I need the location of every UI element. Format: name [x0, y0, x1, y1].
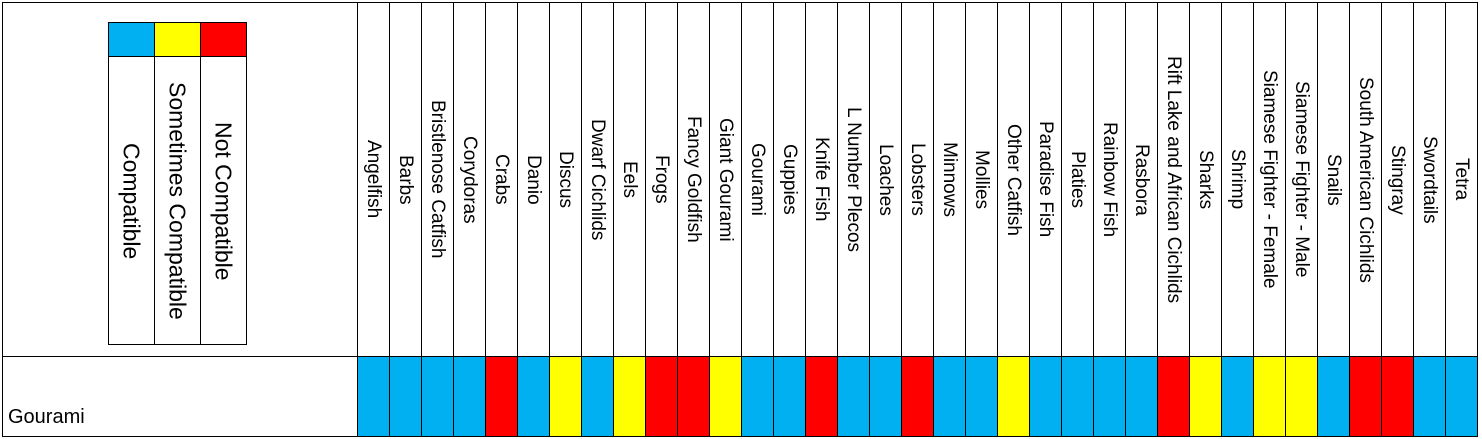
compatibility-cell [773, 356, 806, 437]
legend-swatch [154, 22, 201, 57]
column-header: L Number Plecos [843, 106, 864, 253]
column-header: Corydoras [459, 135, 480, 224]
compatibility-cell [741, 356, 774, 437]
compatibility-cell [1061, 356, 1094, 437]
column-header: Dwarf Cichlids [587, 118, 608, 241]
compatibility-cell [1221, 356, 1254, 437]
column-header: Bristlenose Catfish [427, 100, 448, 259]
column-header: Paradise Fish [1035, 121, 1056, 238]
column-header: Rasbora [1131, 143, 1152, 216]
compatibility-cell [1157, 356, 1190, 437]
column-header: Barbs [395, 154, 416, 205]
column-header: Swordtails [1419, 135, 1440, 224]
column-header: Guppies [779, 144, 800, 215]
column-header: Platies [1067, 150, 1088, 209]
compatibility-cell [1413, 356, 1446, 437]
compatibility-cell [869, 356, 902, 437]
compatibility-cell [549, 356, 582, 437]
column-header: Minnows [939, 142, 960, 217]
column-header: Discus [555, 150, 576, 208]
compatibility-cell [485, 356, 518, 437]
compatibility-cell [389, 356, 422, 437]
compatibility-cell [613, 356, 646, 437]
compatibility-cell [1285, 356, 1318, 437]
compatibility-cell [453, 356, 486, 437]
compatibility-cell [645, 356, 678, 437]
column-header: Tetra [1451, 158, 1472, 201]
column-header: Sharks [1195, 149, 1216, 210]
column-header: Angelfish [363, 140, 384, 219]
column-header: Lobsters [907, 143, 928, 216]
column-header: Shrimp [1227, 149, 1248, 210]
compatibility-cell [1253, 356, 1286, 437]
column-header: Crabs [491, 154, 512, 205]
compatibility-cell [997, 356, 1030, 437]
compatibility-cell [581, 356, 614, 437]
compatibility-cell [1029, 356, 1062, 437]
compatibility-cell [709, 356, 742, 437]
column-header: Other Catfish [1003, 123, 1024, 236]
column-header: Frogs [651, 155, 672, 204]
column-header: Danio [523, 154, 544, 205]
compatibility-cell [933, 356, 966, 437]
column-header: Siamese Fighter - Female [1259, 70, 1280, 289]
column-header: Fancy Goldfish [683, 116, 704, 243]
legend-swatch [108, 22, 155, 57]
compatibility-cell [677, 356, 710, 437]
column-header: Mollies [971, 149, 992, 210]
compatibility-cell [1317, 356, 1350, 437]
compatibility-cell [421, 356, 454, 437]
column-header: Knife Fish [811, 137, 832, 222]
column-header: Loaches [875, 143, 896, 216]
column-header: South American Cichlids [1355, 76, 1376, 283]
column-header: Siamese Fighter - Male [1291, 81, 1312, 278]
legend-label: Compatible [118, 142, 145, 260]
compatibility-cell [901, 356, 934, 437]
column-header: Rift Lake and African Cichlids [1163, 55, 1184, 304]
column-header: Giant Gourami [715, 117, 736, 242]
legend-label: Sometimes Compatible [164, 82, 191, 320]
compatibility-cell [805, 356, 838, 437]
compatibility-cell [357, 356, 390, 437]
compatibility-cell [1349, 356, 1382, 437]
row-label: Gourami [8, 406, 85, 428]
compatibility-cell [1189, 356, 1222, 437]
compatibility-cell [837, 356, 870, 437]
compatibility-cell [965, 356, 998, 437]
compatibility-cell [1381, 356, 1414, 437]
compatibility-cell [1093, 356, 1126, 437]
compatibility-cell [1125, 356, 1158, 437]
legend-label: Not Compatible [210, 121, 237, 281]
legend-box [200, 56, 247, 345]
column-header: Snails [1323, 153, 1344, 206]
legend-swatch [200, 22, 247, 57]
column-header: Eels [619, 161, 640, 198]
compatibility-cell [517, 356, 550, 437]
compatibility-cell [1445, 356, 1478, 437]
column-header: Stingray [1387, 144, 1408, 215]
column-header: Rainbow Fish [1099, 121, 1120, 238]
column-header: Gourami [747, 143, 768, 216]
